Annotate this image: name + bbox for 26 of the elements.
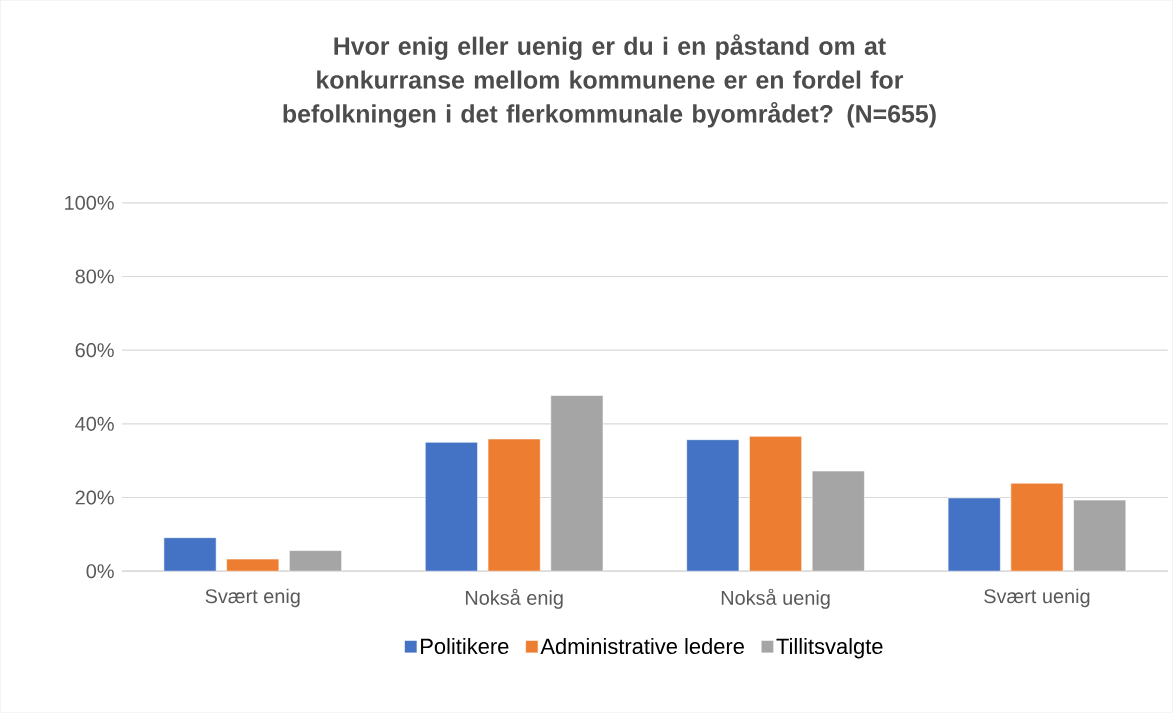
bar xyxy=(686,439,740,572)
bar xyxy=(226,558,280,572)
y-tick-label: 40% xyxy=(75,416,114,431)
x-tick-label: Svært uenig xyxy=(984,588,1090,608)
bar xyxy=(289,550,342,572)
y-tick-label: 60% xyxy=(75,343,114,358)
legend-label: Tillitsvalgte xyxy=(776,637,883,659)
y-tick-label: 0% xyxy=(86,564,114,579)
legend-label: Administrative ledere xyxy=(540,637,744,655)
legend-label: Politikere xyxy=(421,637,509,655)
bar xyxy=(749,436,802,572)
bar xyxy=(1073,499,1127,572)
bar xyxy=(424,441,478,572)
bar xyxy=(811,470,865,572)
bar xyxy=(550,395,604,572)
chart-title: Hvor enig eller uenig er du i en påstand om at konkurranse mellom kommunene er en fordel for befolkningen i det flerkommunale byområdet? (N=655) xyxy=(283,34,936,128)
bar xyxy=(487,438,541,572)
x-tick-label: Nokså enig xyxy=(465,588,563,609)
bar xyxy=(1010,482,1064,572)
y-tick-label: 20% xyxy=(75,490,114,505)
y-tick-label: 100% xyxy=(65,195,114,210)
y-tick-label: 80% xyxy=(75,269,114,284)
bar xyxy=(947,497,1001,572)
x-tick-label: Svært enig xyxy=(205,588,300,608)
x-tick-label: Nokså uenig xyxy=(721,588,830,609)
bar xyxy=(163,537,217,572)
